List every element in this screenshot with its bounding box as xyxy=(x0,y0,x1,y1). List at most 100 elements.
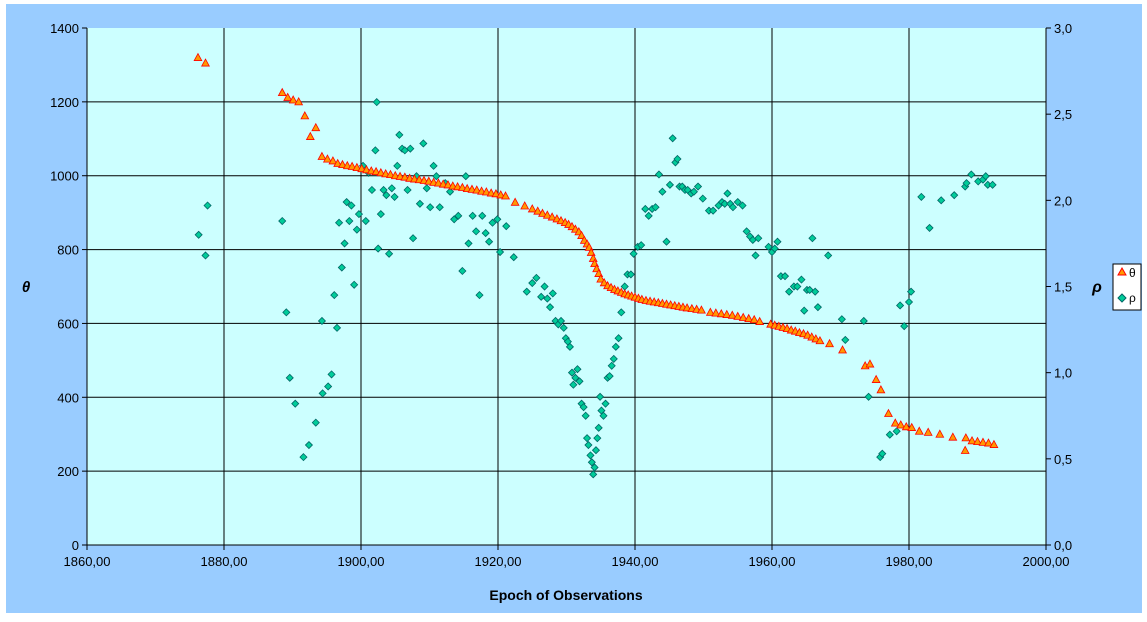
rho-point xyxy=(528,278,537,288)
theta-point xyxy=(586,247,596,256)
y-left-tick-label: 800 xyxy=(57,243,79,258)
theta-point xyxy=(193,52,203,61)
rho-point xyxy=(593,434,602,443)
rho-point xyxy=(461,172,470,181)
rho-point xyxy=(509,253,518,262)
rho-point xyxy=(617,308,626,317)
rho-point xyxy=(324,382,333,391)
rho-point xyxy=(720,199,729,208)
rho-point xyxy=(435,203,444,212)
rho-point xyxy=(354,210,364,219)
rho-point xyxy=(201,251,210,260)
rho-point xyxy=(468,211,477,220)
theta-point xyxy=(317,151,327,160)
rho-point xyxy=(573,365,582,374)
theta-point xyxy=(696,305,706,314)
rho-point xyxy=(967,170,976,179)
rho-point xyxy=(824,251,833,260)
rho-point xyxy=(291,399,300,408)
rho-point xyxy=(637,241,646,250)
rho-point xyxy=(837,315,846,324)
rho-point xyxy=(567,368,577,377)
rho-point xyxy=(342,197,351,207)
rho-point xyxy=(723,189,732,198)
rho-point xyxy=(917,192,926,201)
theta-point xyxy=(890,418,900,427)
theta-point xyxy=(960,445,970,454)
rho-point xyxy=(878,449,887,458)
x-tick-label: 1860,00 xyxy=(64,554,111,569)
theta-point xyxy=(201,58,210,67)
rho-point xyxy=(584,440,593,450)
theta-point xyxy=(923,427,933,436)
rho-point xyxy=(335,218,344,227)
theta-point xyxy=(481,187,491,196)
rho-point xyxy=(387,184,396,193)
rho-point xyxy=(906,287,916,296)
theta-point xyxy=(305,131,315,140)
theta-point xyxy=(978,437,988,446)
theta-point xyxy=(825,338,835,348)
rho-point xyxy=(371,146,380,155)
theta-point xyxy=(596,274,606,283)
theta-point xyxy=(883,408,893,417)
x-tick-label: 1960,00 xyxy=(749,554,796,569)
rho-point xyxy=(601,399,610,408)
rho-point xyxy=(709,206,718,215)
theta-point xyxy=(472,185,482,194)
rho-point xyxy=(950,191,959,200)
theta-point xyxy=(533,206,543,215)
rho-point xyxy=(548,289,557,298)
rho-point xyxy=(406,144,415,153)
rho-point xyxy=(654,170,664,179)
rho-point xyxy=(780,272,790,281)
rho-point xyxy=(445,187,455,196)
rho-point xyxy=(458,266,467,276)
rho-point xyxy=(495,247,505,257)
y-right-tick-label: 1,0 xyxy=(1054,366,1072,381)
x-tick-label: 1900,00 xyxy=(338,554,385,569)
rho-point xyxy=(478,211,487,220)
theta-point xyxy=(376,167,386,177)
theta-point xyxy=(283,92,293,101)
rho-point xyxy=(614,334,623,343)
theta-point xyxy=(510,197,520,206)
theta-point xyxy=(967,436,977,445)
legend-theta-marker xyxy=(1117,266,1127,276)
theta-point xyxy=(362,164,371,174)
rho-point xyxy=(545,303,555,312)
rho-point xyxy=(904,297,914,307)
theta-point xyxy=(433,178,443,187)
rho-point xyxy=(285,373,294,382)
theta-point xyxy=(385,169,395,179)
rho-point xyxy=(540,282,549,291)
theta-point xyxy=(443,180,453,189)
rho-point xyxy=(594,423,603,432)
rho-point xyxy=(537,292,546,301)
y-left-tick-label: 1000 xyxy=(50,169,79,184)
rho-point xyxy=(641,204,650,214)
theta-point xyxy=(901,421,911,431)
rho-point xyxy=(311,418,320,427)
rho-point xyxy=(605,372,614,381)
theta-point xyxy=(716,308,726,318)
data-series xyxy=(193,52,999,479)
theta-point xyxy=(520,201,530,210)
theta-point xyxy=(347,161,357,170)
theta-point xyxy=(328,156,338,165)
rho-point xyxy=(472,227,481,236)
rho-point xyxy=(332,323,342,332)
rho-point xyxy=(569,380,578,389)
rho-point xyxy=(393,161,402,170)
rho-point xyxy=(896,301,905,310)
rho-point xyxy=(754,234,763,243)
y-left-tick-label: 1400 xyxy=(50,21,79,36)
rho-point xyxy=(422,184,431,193)
theta-point xyxy=(871,374,881,383)
rho-point xyxy=(962,179,971,188)
rho-point xyxy=(668,134,677,143)
y-left-tick-label: 0 xyxy=(72,538,79,553)
theta-point xyxy=(948,432,958,441)
rho-point xyxy=(607,361,616,370)
y-right-tick-label: 3,0 xyxy=(1054,21,1072,36)
